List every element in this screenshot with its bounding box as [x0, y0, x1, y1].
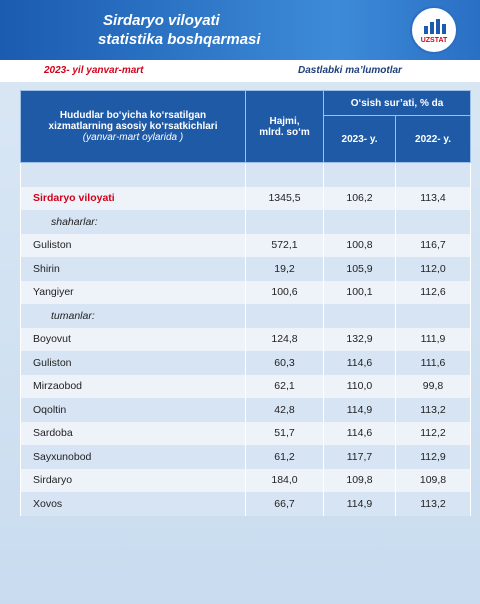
- value-cell: 62,1: [245, 374, 324, 398]
- value-cell: 106,2: [323, 186, 396, 210]
- table: Hududlar bo‘yicha ko‘rsatilgan xizmatlar…: [20, 90, 471, 516]
- table-row: shaharlar:: [20, 210, 471, 234]
- row-label: Boyovut: [20, 327, 246, 351]
- value-cell: 99,8: [395, 374, 471, 398]
- header-line: Hududlar bo‘yicha ko‘rsatilgan: [59, 110, 207, 121]
- table-row: Sirdaryo 184,0 109,8 109,8: [20, 468, 471, 492]
- strip: [0, 60, 480, 82]
- value-cell: 61,2: [245, 445, 324, 469]
- empty-cell: [245, 304, 324, 328]
- value-cell: 113,2: [395, 492, 471, 516]
- year-header: 2022- y.: [395, 115, 471, 163]
- row-label: Sirdaryo: [20, 468, 246, 492]
- value-cell: 114,6: [323, 351, 396, 375]
- value-cell: 113,4: [395, 186, 471, 210]
- table-row: Sardoba 51,7 114,6 112,2: [20, 421, 471, 445]
- value-cell: 109,8: [323, 468, 396, 492]
- value-cell: 105,9: [323, 257, 396, 281]
- value-cell: 572,1: [245, 233, 324, 257]
- value-cell: 111,6: [395, 351, 471, 375]
- empty-cell: [395, 304, 471, 328]
- value-cell: 184,0: [245, 468, 324, 492]
- value-cell: 112,2: [395, 421, 471, 445]
- table-row: Mirzaobod 62,1 110,0 99,8: [20, 374, 471, 398]
- value-cell: 124,8: [245, 327, 324, 351]
- indicator-header: Hududlar bo‘yicha ko‘rsatilgan xizmatlar…: [20, 90, 246, 163]
- row-label: Yangiyer: [20, 280, 246, 304]
- volume-header: Hajmi, mlrd. so‘m: [245, 90, 324, 163]
- table-row: Xovos 66,7 114,9 113,2: [20, 492, 471, 516]
- logo-text: UZSTAT: [420, 37, 448, 44]
- value-cell: 100,8: [323, 233, 396, 257]
- title-line: Sirdaryo viloyati: [103, 12, 220, 29]
- empty-cell: [323, 304, 396, 328]
- empty-cell: [323, 210, 396, 234]
- value-cell: 113,2: [395, 398, 471, 422]
- table-row: Sayxunobod 61,2 117,7 112,9: [20, 445, 471, 469]
- table-row: Boyovut 124,8 132,9 111,9: [20, 327, 471, 351]
- year-header: 2023- y.: [323, 115, 396, 163]
- row-label: Mirzaobod: [20, 374, 246, 398]
- value-cell: 100,1: [323, 280, 396, 304]
- value-cell: 1345,5: [245, 186, 324, 210]
- row-label: Guliston: [20, 233, 246, 257]
- row-label: Guliston: [20, 351, 246, 375]
- header-line: xizmatlarning asosiy ko‘rsatkichlari: [48, 121, 218, 132]
- header-line: (yanvar-mart oylarida ): [82, 132, 184, 143]
- logo: UZSTAT: [410, 6, 458, 54]
- value-cell: 117,7: [323, 445, 396, 469]
- table-row: Oqoltin 42,8 114,9 113,2: [20, 398, 471, 422]
- period: 2023- yil yanvar-mart: [44, 65, 144, 76]
- header-line: Hajmi,: [269, 115, 300, 127]
- row-label: Sardoba: [20, 421, 246, 445]
- value-cell: 112,0: [395, 257, 471, 281]
- value-cell: 114,9: [323, 398, 396, 422]
- table-row: Sirdaryo viloyati 1345,5 106,2 113,4: [20, 186, 471, 210]
- group-label: tumanlar:: [20, 304, 246, 328]
- row-label: Oqoltin: [20, 398, 246, 422]
- value-cell: 114,9: [323, 492, 396, 516]
- value-cell: 109,8: [395, 468, 471, 492]
- table-row: Shirin 19,2 105,9 112,0: [20, 257, 471, 281]
- value-cell: 110,0: [323, 374, 396, 398]
- value-cell: 114,6: [323, 421, 396, 445]
- value-cell: 100,6: [245, 280, 324, 304]
- banner: Sirdaryo viloyati statistika boshqarmasi…: [0, 0, 480, 60]
- value-cell: 42,8: [245, 398, 324, 422]
- growth-header: O‘sish sur’ati, % da: [323, 90, 471, 116]
- value-cell: 66,7: [245, 492, 324, 516]
- row-label: Xovos: [20, 492, 246, 516]
- note: Dastlabki ma’lumotlar: [298, 65, 402, 76]
- row-label: Sayxunobod: [20, 445, 246, 469]
- value-cell: 60,3: [245, 351, 324, 375]
- empty-cell: [245, 210, 324, 234]
- value-cell: 112,9: [395, 445, 471, 469]
- title-line: statistika boshqarmasi: [98, 31, 261, 48]
- header-line: mlrd. so‘m: [259, 126, 310, 138]
- group-label: shaharlar:: [20, 210, 246, 234]
- value-cell: 112,6: [395, 280, 471, 304]
- empty-cell: [395, 210, 471, 234]
- table-row: Guliston 572,1 100,8 116,7: [20, 233, 471, 257]
- value-cell: 51,7: [245, 421, 324, 445]
- table-body: Sirdaryo viloyati 1345,5 106,2 113,4 shaharl…: [20, 162, 471, 516]
- value-cell: 19,2: [245, 257, 324, 281]
- value-cell: 116,7: [395, 233, 471, 257]
- table-row: Guliston 60,3 114,6 111,6: [20, 351, 471, 375]
- value-cell: 132,9: [323, 327, 396, 351]
- row-label: Shirin: [20, 257, 246, 281]
- table-row: Yangiyer 100,6 100,1 112,6: [20, 280, 471, 304]
- table-row: tumanlar:: [20, 304, 471, 328]
- value-cell: 111,9: [395, 327, 471, 351]
- row-label: Sirdaryo viloyati: [20, 186, 246, 210]
